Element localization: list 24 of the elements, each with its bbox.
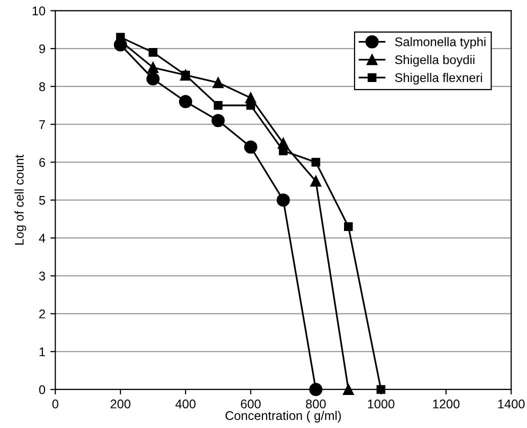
y-tick-label: 8 (39, 82, 46, 92)
legend-label: Salmonella typhi (395, 37, 486, 49)
x-tick-label: 600 (240, 400, 261, 408)
x-tick-label: 1000 (368, 400, 394, 408)
y-tick-label: 4 (38, 234, 46, 242)
x-tick-label: 0 (52, 400, 58, 408)
y-tick-label: 3 (39, 272, 46, 280)
y-tick-label: 6 (39, 158, 46, 167)
x-tick-label: 400 (175, 400, 196, 408)
y-tick-label: 5 (39, 196, 46, 205)
x-tick-label: 1200 (433, 400, 460, 408)
y-tick-label: 10 (32, 6, 46, 16)
x-tick-label: 1400 (498, 400, 525, 408)
legend-label: Shigella flexneri (395, 72, 482, 85)
x-tick-label: 200 (110, 400, 130, 408)
y-tick-label: 1 (40, 348, 46, 356)
x-tick-label: 800 (306, 400, 326, 408)
y-tick-label: 9 (39, 44, 46, 54)
y-axis-title: Log of cell count (14, 154, 26, 245)
legend-label: Shigella boydii (395, 55, 474, 67)
y-tick-label: 0 (39, 385, 46, 394)
y-tick-label: 7 (39, 120, 45, 129)
y-tick-label: 2 (39, 310, 45, 318)
x-axis-title: Concentration ( g/ml) (226, 410, 341, 423)
